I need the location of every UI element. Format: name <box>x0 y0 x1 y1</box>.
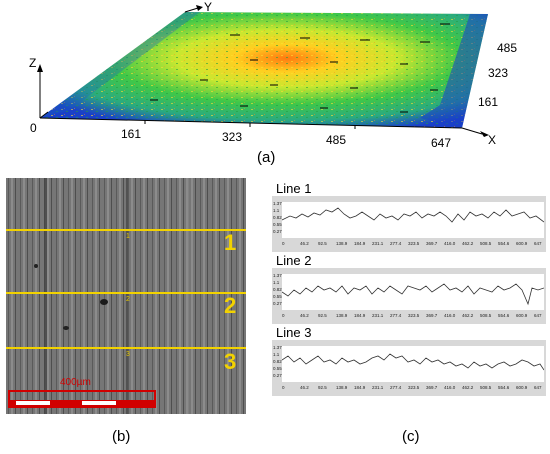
caption-b: (b) <box>112 428 131 445</box>
profile-line-1 <box>6 229 246 231</box>
p1-yticks: 1.37 1.1 0.82 0.55 0.27 <box>273 201 282 234</box>
profile-1-title: Line 1 <box>276 181 312 196</box>
profile-3-title: Line 3 <box>276 325 312 340</box>
axis-y-label: Y <box>204 0 213 14</box>
x-tick-label: 184.9 <box>354 241 366 246</box>
x-tick-label: 416.0 <box>444 241 456 246</box>
y-tick-323: 323 <box>488 66 509 80</box>
x-tick-label: 138.9 <box>336 313 348 318</box>
profile-line-2 <box>6 292 246 294</box>
p2-yticks: 1.37 1.1 0.82 0.55 0.27 <box>273 273 282 306</box>
line-label-2: 2 <box>224 293 237 318</box>
x-tick-label: 0 <box>282 385 285 390</box>
x-tick-label: 600.9 <box>516 313 528 318</box>
small-label-2: 2 <box>126 296 130 303</box>
panel-b: 1 2 3 1 2 3 400µm <box>6 178 246 414</box>
x-tick-label: 138.9 <box>336 241 348 246</box>
x-tick-label: 508.5 <box>480 385 492 390</box>
x-tick-label: 231.1 <box>372 241 384 246</box>
caption-a: (a) <box>257 149 276 166</box>
x-tick-label: 647 <box>534 385 542 390</box>
profile-1-plot: 1.37 1.1 0.82 0.55 0.27 0 46.2 92.5 138.9 184.9 2… <box>272 196 546 252</box>
small-label-3: 3 <box>126 351 130 358</box>
profile-2-title: Line 2 <box>276 253 312 268</box>
x-tick-161: 161 <box>121 127 142 141</box>
x-tick-label: 369.7 <box>426 241 438 246</box>
x-tick-label: 323.5 <box>408 241 420 246</box>
x-tick-label: 46.2 <box>300 241 309 246</box>
profile-3-plot: 1.37 1.1 0.82 0.55 0.27 0 46.2 92.5 138.9 184.9 2… <box>272 340 546 396</box>
x-tick-label: 462.2 <box>462 313 474 318</box>
x-tick-label: 323.5 <box>408 385 420 390</box>
x-tick-label: 0 <box>282 313 285 318</box>
x-tick-label: 508.5 <box>480 241 492 246</box>
x-tick-label: 323.5 <box>408 313 420 318</box>
x-tick-label: 600.9 <box>516 241 528 246</box>
x-tick-label: 647 <box>534 241 542 246</box>
x-tick-label: 0 <box>282 241 285 246</box>
x-tick-label: 46.2 <box>300 385 309 390</box>
x-tick-label: 369.7 <box>426 385 438 390</box>
profile-line-3 <box>6 347 246 349</box>
x-tick-label: 600.9 <box>516 385 528 390</box>
x-tick-label: 184.9 <box>354 385 366 390</box>
x-tick-label: 462.2 <box>462 385 474 390</box>
micrograph-image <box>6 178 246 414</box>
axis-x-label: X <box>488 133 497 147</box>
line-label-1: 1 <box>224 230 237 255</box>
y-tick-485: 485 <box>497 41 518 55</box>
x-tick-label: 92.5 <box>318 241 327 246</box>
x-tick-label: 231.1 <box>372 385 384 390</box>
x-tick-label: 647 <box>534 313 542 318</box>
panel-a: Z Y X 0 161 323 485 647 485 323 161 (a) <box>0 0 550 170</box>
scale-bar <box>8 390 156 408</box>
x-tick-485: 485 <box>326 133 347 147</box>
axis-z-label: Z <box>29 56 37 70</box>
line-label-3: 3 <box>224 349 237 374</box>
x-tick-label: 554.6 <box>498 313 510 318</box>
x-tick-label: 46.2 <box>300 313 309 318</box>
x-tick-label: 184.9 <box>354 313 366 318</box>
profile-1-curve <box>282 207 544 223</box>
x-tick-label: 138.9 <box>336 385 348 390</box>
x-tick-label: 416.0 <box>444 313 456 318</box>
x-tick-label: 554.6 <box>498 241 510 246</box>
x-tick-label: 277.4 <box>390 241 402 246</box>
x-tick-label: 92.5 <box>318 313 327 318</box>
x-tick-647: 647 <box>431 136 452 150</box>
x-tick-label: 277.4 <box>390 385 402 390</box>
profile-2-curve <box>282 283 544 306</box>
small-label-1: 1 <box>126 233 130 240</box>
profile-2-plot: 1.37 1.1 0.82 0.55 0.27 0 46.2 92.5 138.9 184.9 2… <box>272 268 546 324</box>
x-tick-label: 462.2 <box>462 241 474 246</box>
profile-3-curve <box>282 353 544 371</box>
surface-map-3d <box>37 5 489 137</box>
x-tick-323: 323 <box>222 130 243 144</box>
p3-yticks: 1.37 1.1 0.82 0.55 0.27 <box>273 345 282 378</box>
x-tick-0: 0 <box>30 121 37 135</box>
x-tick-label: 369.7 <box>426 313 438 318</box>
x-tick-label: 508.5 <box>480 313 492 318</box>
x-tick-label: 277.4 <box>390 313 402 318</box>
x-tick-label: 231.1 <box>372 313 384 318</box>
y-tick-161: 161 <box>478 95 499 109</box>
x-tick-label: 416.0 <box>444 385 456 390</box>
x-tick-label: 554.6 <box>498 385 510 390</box>
x-tick-label: 92.5 <box>318 385 327 390</box>
caption-c: (c) <box>402 428 420 445</box>
scale-bar-label: 400µm <box>60 377 91 388</box>
panel-c: Line 1 1.37 1.1 0.82 0.55 0.27 0 46.2 92.5 138.… <box>272 182 548 400</box>
